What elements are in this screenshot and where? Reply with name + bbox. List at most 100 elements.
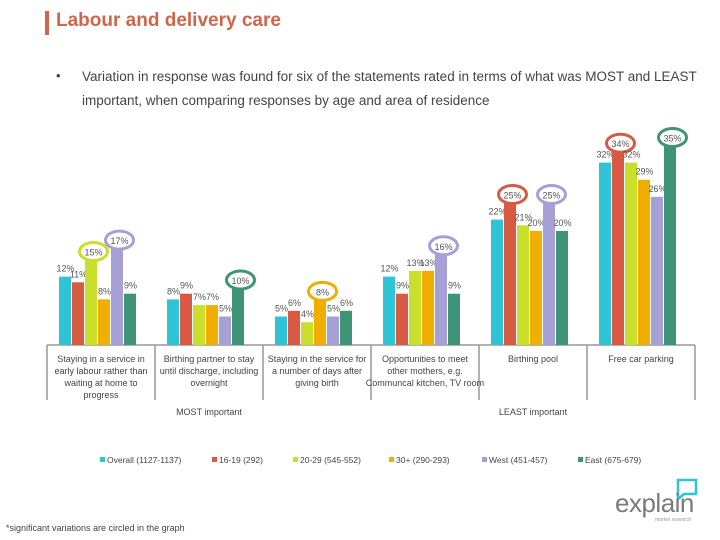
significance-circle xyxy=(307,280,338,302)
legend-swatch xyxy=(482,457,487,462)
data-label: 11% xyxy=(70,269,87,279)
data-label: 6% xyxy=(340,298,353,308)
bar xyxy=(340,310,352,345)
data-label: 8% xyxy=(167,286,180,296)
data-label: 35% xyxy=(663,134,681,144)
bar xyxy=(301,322,313,345)
significance-circle xyxy=(428,235,459,257)
bar xyxy=(435,253,447,345)
significance-circle xyxy=(497,184,528,205)
bar xyxy=(517,225,529,345)
legend-label: 30+ (290-293) xyxy=(396,455,450,465)
data-label: 32% xyxy=(622,150,640,160)
category-label: Staying in a service in xyxy=(57,354,145,364)
footnote: *significant variations are circled in t… xyxy=(6,523,185,533)
bar xyxy=(167,299,179,345)
legend-swatch xyxy=(293,457,298,462)
significance-circle xyxy=(657,127,688,148)
bar xyxy=(327,316,339,345)
page-title: Labour and delivery care xyxy=(56,10,281,31)
data-label: 6% xyxy=(288,298,301,308)
data-label: 25% xyxy=(503,191,521,201)
legend-swatch xyxy=(100,457,105,462)
data-label: 9% xyxy=(180,281,193,291)
bar xyxy=(448,293,460,345)
data-label: 22% xyxy=(488,207,506,217)
bar xyxy=(651,196,663,345)
explain-logo-speech-icon xyxy=(676,478,698,502)
data-label: 9% xyxy=(396,281,409,291)
category-label: Birthing partner to stay xyxy=(164,354,255,364)
bar xyxy=(219,316,231,345)
bar xyxy=(638,179,650,345)
data-label: 20% xyxy=(553,218,571,228)
data-label: 9% xyxy=(124,281,137,291)
bar xyxy=(530,231,542,345)
data-label: 32% xyxy=(596,150,614,160)
logo-text: explain xyxy=(615,488,694,518)
legend-label: East (675-679) xyxy=(585,455,641,465)
legend-label: 20-29 (545-552) xyxy=(300,455,361,465)
bar xyxy=(180,293,192,345)
bar xyxy=(556,231,568,345)
data-label: 25% xyxy=(542,191,560,201)
data-label: 8% xyxy=(316,287,329,297)
category-label: Opportunities to meet xyxy=(382,354,469,364)
data-label: 17% xyxy=(110,236,128,246)
bar xyxy=(232,288,244,345)
significance-circle xyxy=(104,229,135,251)
significance-circle xyxy=(225,269,256,291)
category-group-label: LEAST important xyxy=(499,407,568,417)
data-label: 29% xyxy=(635,167,653,177)
category-label: Free car parking xyxy=(608,354,674,364)
bar xyxy=(664,145,676,345)
category-label: overnight xyxy=(190,378,228,388)
legend-label: West (451-457) xyxy=(489,455,548,465)
data-label: 5% xyxy=(275,304,288,314)
data-label: 26% xyxy=(648,184,666,194)
bar xyxy=(124,293,136,345)
bar xyxy=(85,259,97,345)
bar xyxy=(625,162,637,345)
bar xyxy=(409,270,421,345)
data-label: 34% xyxy=(611,139,629,149)
bar xyxy=(288,310,300,345)
data-label: 12% xyxy=(56,264,74,274)
bar xyxy=(59,276,71,345)
data-label: 20% xyxy=(527,218,545,228)
data-label: 13% xyxy=(406,258,424,268)
significance-circle xyxy=(78,241,109,262)
bar xyxy=(422,270,434,345)
category-label: early labour rather than xyxy=(54,366,147,376)
data-label: 7% xyxy=(193,292,206,302)
data-label: 5% xyxy=(327,304,340,314)
legend-swatch xyxy=(212,457,217,462)
bar xyxy=(314,299,326,345)
category-label: Communcal kitchen, TV room xyxy=(366,378,484,388)
data-label: 10% xyxy=(231,276,249,286)
data-label: 13% xyxy=(419,258,437,268)
data-label: 12% xyxy=(380,264,398,274)
data-label: 7% xyxy=(206,292,219,302)
data-label: 9% xyxy=(448,281,461,291)
category-label: Staying in the service for xyxy=(268,354,367,364)
bar xyxy=(275,316,287,345)
bar xyxy=(193,305,205,345)
category-label: progress xyxy=(83,390,119,400)
intro-text: Variation in response was found for six … xyxy=(82,69,697,108)
data-label: 8% xyxy=(98,286,111,296)
bar xyxy=(206,305,218,345)
bar xyxy=(599,162,611,345)
legend-label: 16-19 (292) xyxy=(219,455,263,465)
legend-swatch xyxy=(578,457,583,462)
bar xyxy=(383,276,395,345)
legend-label: Overall (1127-1137) xyxy=(107,455,182,465)
data-label: 5% xyxy=(219,304,232,314)
bar xyxy=(491,219,503,345)
category-label: Birthing pool xyxy=(508,354,558,364)
category-group-label: MOST important xyxy=(176,407,242,417)
data-label: 21% xyxy=(514,212,532,222)
bar xyxy=(98,299,110,345)
category-label: waiting at home to xyxy=(63,378,137,388)
data-label: 4% xyxy=(301,309,314,319)
